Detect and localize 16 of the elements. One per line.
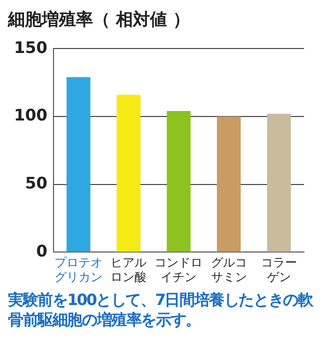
x-tick-label: コラーゲン bbox=[260, 256, 297, 284]
text: 実験前を100として、7日間培養したときの軟骨前駆細胞の増殖率を示す。 bbox=[8, 290, 314, 330]
bar bbox=[267, 114, 291, 252]
bar bbox=[116, 94, 140, 252]
bar bbox=[166, 111, 191, 252]
x-tick-label: ヒアルロン酸 bbox=[110, 256, 147, 284]
bar bbox=[66, 77, 90, 252]
x-tick-label: グルコサミン bbox=[210, 256, 247, 284]
y-tick-label: 150 bbox=[14, 38, 48, 57]
bar bbox=[216, 116, 241, 252]
y-tick-label: 0 bbox=[36, 241, 48, 260]
chart-title: 細胞増殖率（ 相対値 ） bbox=[8, 9, 191, 31]
x-tick-label: プロテオグリカン bbox=[54, 256, 102, 284]
y-tick-label: 50 bbox=[25, 173, 48, 192]
x-tick-label: コンドロイチン bbox=[154, 256, 203, 284]
y-tick-label: 100 bbox=[14, 106, 48, 125]
